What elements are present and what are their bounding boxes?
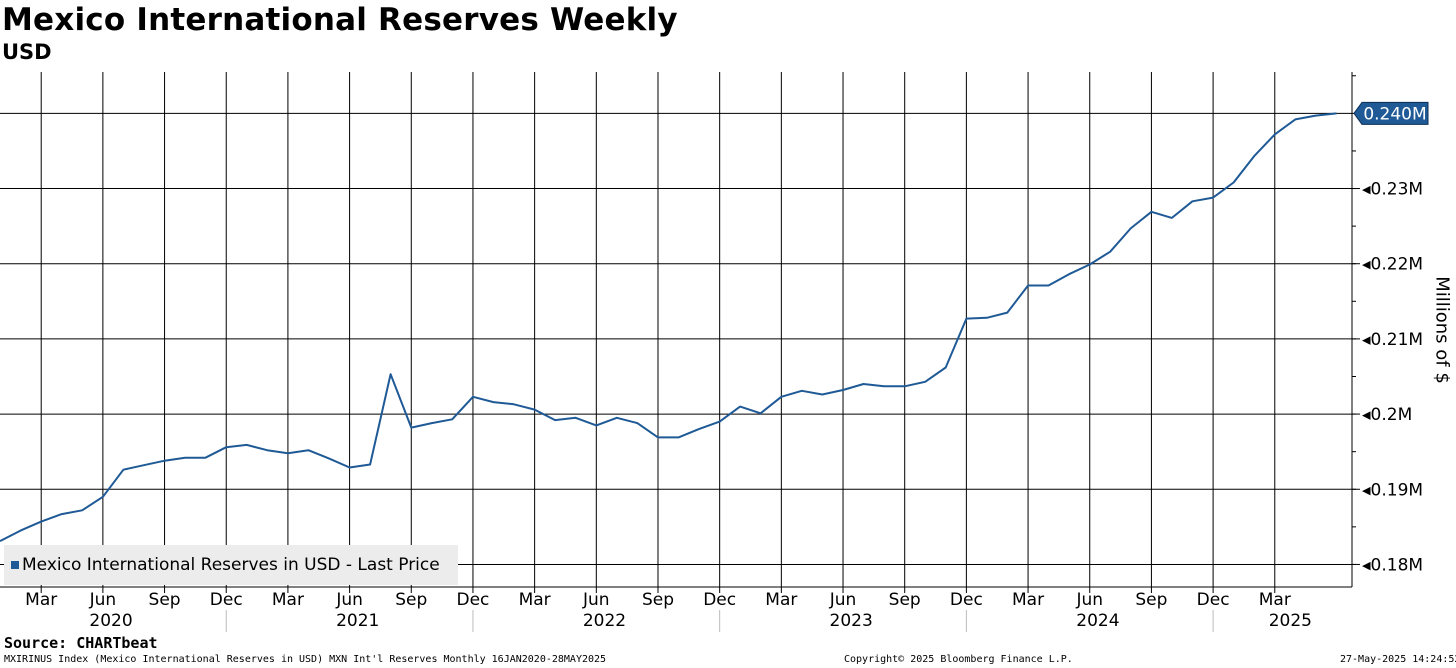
x-tick-label: Mar (1259, 590, 1291, 610)
year-label: 2025 (1269, 611, 1312, 631)
footer-timestamp: 27-May-2025 14:24:52 (1340, 654, 1456, 665)
legend-swatch (11, 561, 19, 569)
chart-subtitle: USD (2, 40, 52, 64)
y-axis-label: Millions of $ (1431, 276, 1453, 384)
series-line (0, 112, 1337, 542)
last-value-label: 0.240M (1363, 104, 1426, 124)
year-label: 2023 (830, 611, 873, 631)
chart-title: Mexico International Reserves Weekly (2, 2, 678, 38)
year-label: 2020 (89, 611, 132, 631)
year-label: 2022 (583, 611, 626, 631)
y-tick-label: ◂0.18M (1362, 555, 1423, 575)
x-tick-label: Sep (395, 590, 427, 610)
x-tick-label: Jun (582, 590, 610, 610)
x-tick-label: Sep (889, 590, 921, 610)
footer-ticker-info: MXIRINUS Index (Mexico International Res… (4, 654, 607, 665)
x-tick-label: Mar (272, 590, 304, 610)
y-tick-label: ◂0.22M (1362, 255, 1423, 275)
x-tick-label: Dec (210, 590, 243, 610)
source-note: Source: CHARTbeat (4, 634, 158, 652)
y-tick-label: ◂0.21M (1362, 330, 1423, 350)
y-tick-label: ◂0.2M (1362, 405, 1412, 425)
chart-legend: Mexico International Reserves in USD - L… (4, 545, 458, 585)
x-tick-label: Sep (642, 590, 674, 610)
year-label: 2021 (336, 611, 379, 631)
last-value-badge (1353, 101, 1429, 125)
y-tick-label: ◂0.23M (1362, 180, 1423, 200)
x-tick-label: Dec (950, 590, 983, 610)
x-tick-label: Jun (829, 590, 857, 610)
x-tick-label: Sep (149, 590, 181, 610)
year-label: 2024 (1076, 611, 1119, 631)
x-tick-label: Jun (1075, 590, 1103, 610)
x-tick-label: Jun (89, 590, 117, 610)
x-tick-label: Mar (765, 590, 797, 610)
legend-label: Mexico International Reserves in USD - L… (22, 555, 440, 575)
x-tick-label: Sep (1135, 590, 1167, 610)
x-tick-label: Jun (335, 590, 363, 610)
x-tick-label: Mar (25, 590, 57, 610)
x-tick-label: Mar (519, 590, 551, 610)
x-tick-label: Mar (1012, 590, 1044, 610)
x-tick-label: Dec (1197, 590, 1230, 610)
x-tick-label: Dec (703, 590, 736, 610)
y-tick-label: ◂0.19M (1362, 480, 1423, 500)
footer-copyright: Copyright© 2025 Bloomberg Finance L.P. (844, 654, 1073, 665)
x-tick-label: Dec (457, 590, 490, 610)
